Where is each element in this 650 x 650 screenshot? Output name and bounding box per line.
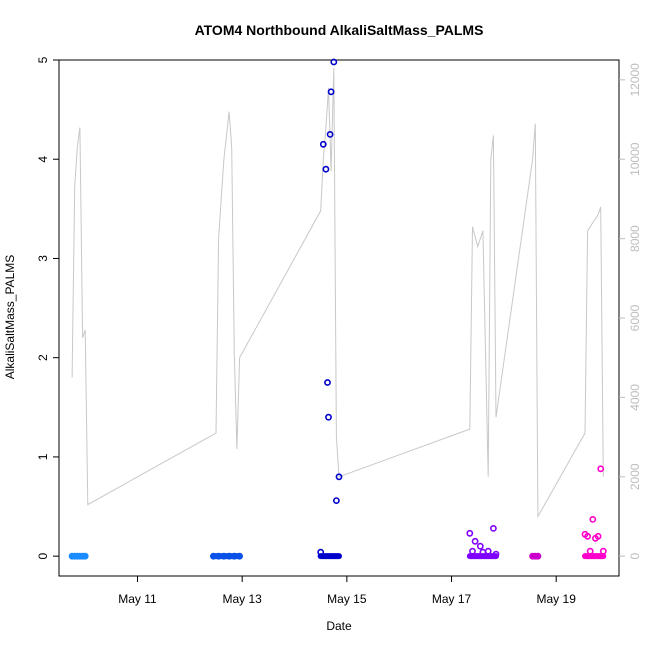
- data-point: [326, 130, 334, 138]
- y2-tick-label: 4000: [628, 384, 642, 411]
- data-point: [471, 537, 479, 545]
- y-axis-label: AlkaliSaltMass_PALMS: [3, 255, 17, 380]
- data-point: [327, 88, 335, 96]
- data-point: [319, 140, 327, 148]
- data-point: [330, 58, 338, 66]
- data-point: [589, 516, 597, 523]
- x-axis-label: Date: [326, 619, 352, 633]
- plot-area: 0 1 2 3 4 5 0 2000 4000 6000 8000 10000 12000 May 11 M…: [36, 56, 642, 606]
- y-tick-label: 4: [36, 156, 50, 163]
- y2-tick-label: 0: [628, 552, 642, 559]
- data-point: [476, 542, 484, 550]
- y2-tick-label: 10000: [628, 142, 642, 176]
- y-tick-label: 5: [36, 56, 50, 63]
- data-point: [584, 532, 591, 540]
- data-point: [586, 547, 594, 555]
- data-point: [466, 529, 474, 537]
- data-point: [484, 547, 492, 555]
- x-tick-label: May 11: [118, 592, 157, 606]
- x-tick-label: May 15: [327, 592, 367, 606]
- data-point: [322, 165, 330, 173]
- y2-tick-label: 2000: [628, 463, 642, 490]
- x-tick-label: May 17: [432, 592, 472, 606]
- y2-tick-label: 12000: [628, 63, 642, 97]
- data-point: [597, 465, 605, 473]
- data-point: [599, 547, 607, 555]
- chart-title: ATOM4 Northbound AlkaliSaltMass_PALMS: [195, 22, 484, 38]
- data-point: [489, 525, 497, 532]
- y-tick-label: 0: [36, 552, 50, 559]
- x-tick-label: May 13: [222, 592, 262, 606]
- data-point: [469, 547, 476, 555]
- data-point: [325, 413, 332, 421]
- altitude-line: [71, 67, 604, 519]
- y-tick-label: 3: [36, 255, 50, 262]
- data-point: [332, 497, 340, 504]
- data-point: [594, 532, 602, 540]
- y2-tick-label: 6000: [628, 304, 642, 331]
- x-tick-label: May 19: [537, 592, 577, 606]
- y-tick-label: 1: [36, 453, 50, 460]
- y2-tick-label: 8000: [628, 225, 642, 252]
- data-point: [324, 379, 331, 386]
- data-point: [335, 473, 343, 481]
- y-tick-label: 2: [36, 354, 50, 361]
